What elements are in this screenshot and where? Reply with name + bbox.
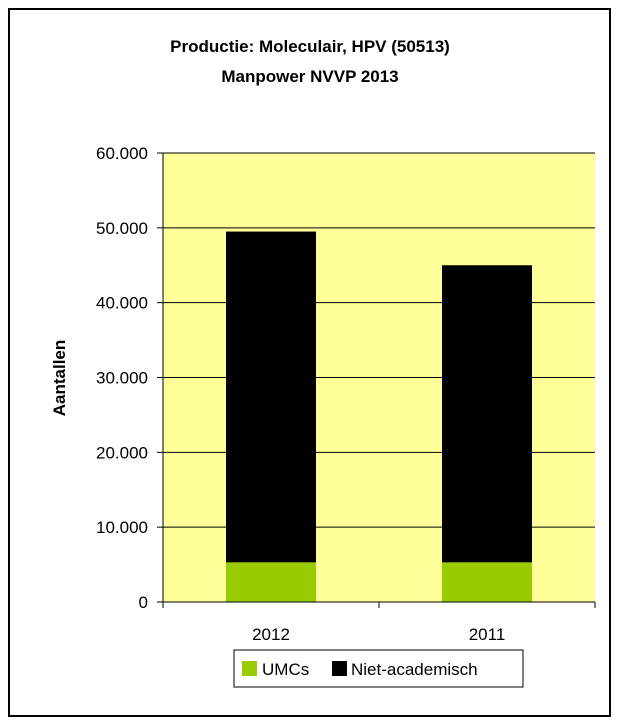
x-tick-labels: 2012 2011	[252, 625, 505, 644]
y-tick-labels: 0 10.000 20.000 30.000 40.000 50.000 60.000	[96, 144, 148, 612]
axes	[157, 152, 596, 608]
legend-swatch-umcs	[242, 661, 257, 676]
x-tick-label: 2012	[252, 625, 290, 644]
y-tick-label: 20.000	[96, 443, 148, 462]
legend-label-niet-academisch: Niet-academisch	[351, 660, 478, 679]
legend: UMCs Niet-academisch	[233, 649, 524, 688]
y-tick-label: 0	[139, 593, 148, 612]
bar-segment	[226, 562, 316, 602]
chart-subtitle: Manpower NVVP 2013	[221, 67, 398, 86]
y-tick-label: 40.000	[96, 294, 148, 313]
legend-box	[233, 649, 524, 688]
bar-segment	[442, 265, 532, 563]
bar-segment	[226, 231, 316, 563]
x-tick-label: 2011	[469, 625, 506, 644]
bars	[226, 231, 532, 602]
y-tick-label: 60.000	[96, 144, 148, 163]
bar-segment	[442, 562, 532, 602]
legend-label-umcs: UMCs	[262, 660, 309, 679]
y-tick-label: 10.000	[96, 518, 148, 537]
legend-swatch-niet-academisch	[332, 661, 347, 676]
chart-title: Productie: Moleculair, HPV (50513)	[170, 37, 450, 56]
y-tick-label: 50.000	[96, 219, 148, 238]
y-tick-label: 30.000	[96, 369, 148, 388]
y-axis-label: Aantallen	[50, 340, 69, 417]
